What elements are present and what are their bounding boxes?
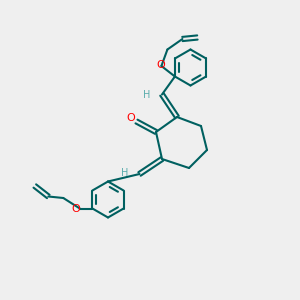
Text: O: O — [71, 203, 80, 214]
Text: H: H — [143, 89, 151, 100]
Text: O: O — [127, 113, 136, 123]
Text: H: H — [121, 167, 128, 178]
Text: O: O — [156, 59, 165, 70]
